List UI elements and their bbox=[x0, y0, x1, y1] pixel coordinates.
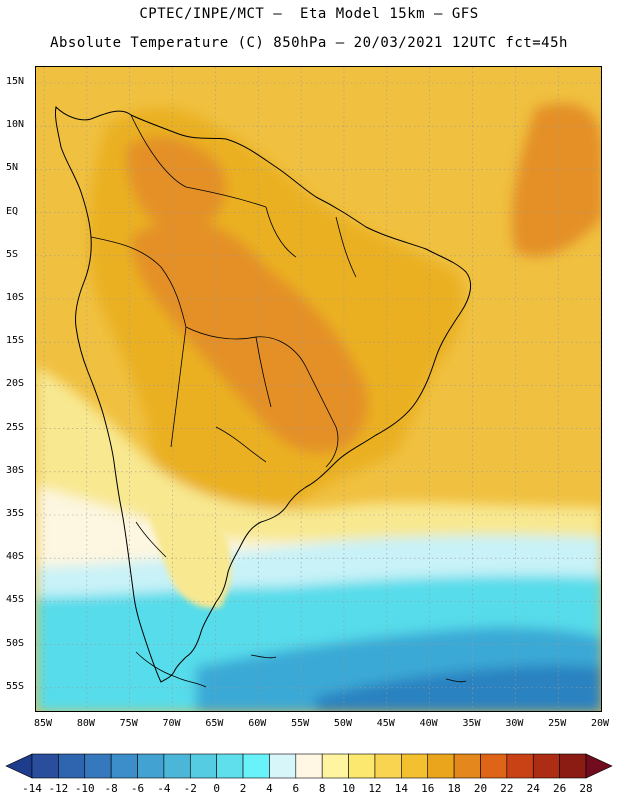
longitude-label: 25W bbox=[548, 718, 567, 729]
longitude-label: 65W bbox=[205, 718, 224, 729]
colorbar bbox=[5, 753, 613, 779]
latitude-label: 25S bbox=[6, 421, 25, 433]
colorbar-cell bbox=[374, 753, 402, 779]
latitude-label: EQ bbox=[6, 205, 19, 217]
title-line-2: Absolute Temperature (C) 850hPa — 20/03/… bbox=[50, 35, 568, 51]
colorbar-tick-label: 2 bbox=[239, 782, 247, 795]
colorbar-tick-label: -4 bbox=[157, 782, 171, 795]
colorbar-cell bbox=[480, 753, 508, 779]
latitude-label: 5S bbox=[6, 248, 19, 260]
colorbar-tick-label: 12 bbox=[368, 782, 382, 795]
colorbar-min-arrow bbox=[5, 753, 33, 779]
colorbar-tick-label: -8 bbox=[104, 782, 118, 795]
longitude-label: 30W bbox=[505, 718, 524, 729]
title-line-1: CPTEC/INPE/MCT — Eta Model 15km — GFS bbox=[139, 6, 479, 22]
colorbar-cell bbox=[137, 753, 165, 779]
warm-anomaly-atlantic bbox=[512, 103, 601, 257]
colorbar-cell bbox=[559, 753, 587, 779]
colorbar-tick-label: 24 bbox=[526, 782, 540, 795]
colorbar-cell bbox=[216, 753, 244, 779]
colorbar-tick-label: 4 bbox=[266, 782, 273, 795]
longitude-label: 60W bbox=[248, 718, 267, 729]
colorbar-tick-label: -12 bbox=[48, 782, 69, 795]
colorbar-tick-label: 0 bbox=[213, 782, 220, 795]
colorbar-cell bbox=[84, 753, 112, 779]
colorbar-cell bbox=[295, 753, 323, 779]
coastline bbox=[55, 105, 472, 683]
latitude-label: 45S bbox=[6, 594, 25, 606]
country-borders bbox=[90, 114, 357, 558]
colorbar-cell bbox=[427, 753, 455, 779]
colorbar-cell bbox=[242, 753, 270, 779]
colorbar-cell bbox=[532, 753, 560, 779]
graticule bbox=[36, 67, 601, 711]
hot-core-interior bbox=[131, 220, 369, 454]
colorbar-tick-label: 8 bbox=[318, 782, 326, 795]
longitude-label: 40W bbox=[419, 718, 438, 729]
colorbar-cell bbox=[348, 753, 376, 779]
colorbar-cell bbox=[269, 753, 297, 779]
colorbar-tick-label: 14 bbox=[394, 782, 408, 795]
colorbar-cell bbox=[321, 753, 349, 779]
colorbar-cell bbox=[58, 753, 86, 779]
colorbar-tick-label: -10 bbox=[74, 782, 95, 795]
map-panel bbox=[35, 66, 602, 712]
latitude-label: 55S bbox=[6, 680, 25, 692]
latitude-label: 40S bbox=[6, 551, 25, 563]
longitude-label: 55W bbox=[291, 718, 310, 729]
colorbar-tick-label: 26 bbox=[552, 782, 567, 795]
longitude-label: 85W bbox=[33, 718, 53, 729]
mild-patagonia bbox=[146, 487, 232, 608]
longitude-label: 45W bbox=[376, 718, 395, 729]
colorbar-cell bbox=[110, 753, 138, 779]
colorbar-tick-label: -14 bbox=[22, 782, 42, 795]
latitude-label: 10S bbox=[6, 292, 25, 303]
longitude-label: 80W bbox=[76, 718, 95, 729]
colorbar-cell bbox=[31, 753, 59, 779]
temperature-map bbox=[36, 67, 601, 711]
latitude-label: 50S bbox=[6, 637, 25, 649]
latitude-label: 30S bbox=[6, 464, 25, 476]
colorbar-cell bbox=[163, 753, 191, 779]
longitude-label: 75W bbox=[119, 718, 138, 729]
colorbar-tick-label: 20 bbox=[473, 782, 488, 795]
colorbar-tick-label: -2 bbox=[183, 782, 197, 795]
latitude-label: 15N bbox=[6, 76, 25, 87]
latitude-label: 20S bbox=[6, 378, 25, 390]
colorbar-cell bbox=[401, 753, 429, 779]
colorbar-max-arrow bbox=[585, 753, 613, 779]
longitude-label: 50W bbox=[333, 718, 352, 729]
longitude-label: 35W bbox=[462, 718, 481, 729]
latitude-label: 35S bbox=[6, 508, 25, 519]
colorbar-cell bbox=[189, 753, 217, 779]
hot-core-north bbox=[126, 136, 227, 232]
colorbar-tick-label: 16 bbox=[421, 782, 435, 795]
southern-islands bbox=[135, 651, 467, 688]
colorbar-tick-label: -6 bbox=[130, 782, 145, 795]
colorbar-tick-label: 6 bbox=[292, 782, 300, 795]
longitude-label: 20W bbox=[591, 718, 610, 729]
latitude-label: 15S bbox=[6, 335, 25, 347]
colorbar-cell bbox=[506, 753, 534, 779]
latitude-label: 10N bbox=[6, 119, 25, 131]
colorbar-cell bbox=[453, 753, 481, 779]
longitude-label: 70W bbox=[162, 718, 181, 729]
colorbar-tick-label: 18 bbox=[447, 782, 461, 795]
colorbar-tick-label: 10 bbox=[341, 782, 356, 795]
latitude-label: 5N bbox=[6, 162, 19, 174]
coldest-band bbox=[316, 665, 601, 711]
colorbar-tick-label: 28 bbox=[579, 782, 593, 795]
colorbar-tick-label: 22 bbox=[500, 782, 514, 795]
